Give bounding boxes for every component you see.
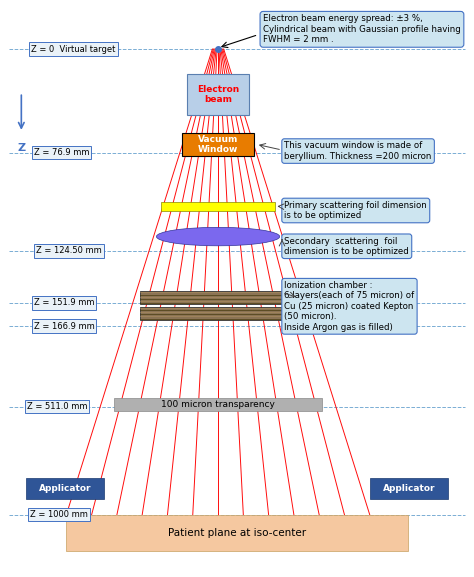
Bar xyxy=(114,398,322,411)
Text: Electron
beam: Electron beam xyxy=(197,85,239,104)
Ellipse shape xyxy=(156,227,280,246)
Text: Ionization chamber :
6 layers(each of 75 micron) of
Cu (25 micron) coated Kepton: Ionization chamber : 6 layers(each of 75… xyxy=(284,281,415,332)
Text: Electron beam energy spread: ±3 %,
Cylindrical beam with Gaussian profile having: Electron beam energy spread: ±3 %, Cylin… xyxy=(263,14,461,44)
Text: Z = 0  Virtual target: Z = 0 Virtual target xyxy=(31,44,116,54)
Text: Applicator: Applicator xyxy=(39,484,91,493)
Bar xyxy=(370,478,448,499)
Text: Z = 1000 mm: Z = 1000 mm xyxy=(30,510,88,519)
Text: Patient plane at iso-center: Patient plane at iso-center xyxy=(168,528,306,538)
Text: Z = 151.9 mm: Z = 151.9 mm xyxy=(34,298,94,308)
Bar xyxy=(26,478,104,499)
Text: Z = 124.50 mm: Z = 124.50 mm xyxy=(36,246,101,256)
Text: Z: Z xyxy=(17,143,26,153)
Text: Z = 166.9 mm: Z = 166.9 mm xyxy=(34,321,94,331)
Bar xyxy=(140,291,296,304)
Text: This vacuum window is made of
beryllium. Thickness =200 micron: This vacuum window is made of beryllium.… xyxy=(284,141,432,161)
Text: 100 micron transparency: 100 micron transparency xyxy=(161,400,275,409)
Text: Vacuum
Window: Vacuum Window xyxy=(198,134,238,154)
Bar xyxy=(182,133,254,156)
Text: Z = 511.0 mm: Z = 511.0 mm xyxy=(27,402,87,411)
Bar xyxy=(187,74,249,115)
Text: Applicator: Applicator xyxy=(383,484,435,493)
Text: Z = 76.9 mm: Z = 76.9 mm xyxy=(34,148,90,158)
Text: Primary scattering foil dimension
is to be optimized: Primary scattering foil dimension is to … xyxy=(284,201,427,220)
Text: Secondary  scattering  foil
dimension is to be optimized: Secondary scattering foil dimension is t… xyxy=(284,237,409,256)
Bar xyxy=(161,202,275,211)
Bar xyxy=(66,515,408,551)
Bar xyxy=(140,307,296,320)
